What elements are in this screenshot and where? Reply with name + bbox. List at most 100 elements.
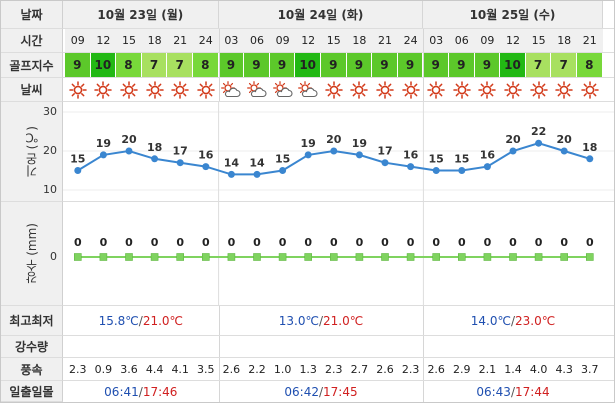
day-divider [423,336,425,357]
precip-axis-title: 강수 (mm) [25,223,39,284]
precipitation-cell [321,336,347,357]
minmax-label: 최고최저 [1,306,63,336]
temperature-point [458,167,466,174]
day-divider [218,29,220,52]
precipitation-label: 강수량 [1,336,63,358]
precip-value-label: 0 [228,236,236,249]
sun-icon [69,80,87,99]
time-cell: 09 [65,29,91,52]
precip-bar [150,253,159,261]
time-value: 09 [275,34,290,47]
time-cell: 18 [141,29,168,52]
partly-cloudy-icon [247,80,267,97]
day-divider [423,381,425,402]
min-temp: 14.0℃ [470,313,511,328]
golf-index-cell: 9 [397,53,424,77]
sunrise-sunset-row: 06:41/17:46 06:42/17:45 06:43/17:44 [63,381,614,402]
day-label: 10월 25일 (수) [469,8,556,22]
precipitation-cell [449,336,475,357]
time-value: 21 [173,34,188,47]
sun-icon [581,80,599,99]
wind-label: 풍속 [1,358,63,381]
golf-index-cell: 9 [244,53,270,77]
sunrise-time: 06:43 [476,384,511,399]
precip-bar [227,253,236,261]
wind-value: 2.3 [401,362,420,376]
precip-bar [560,253,569,261]
sun-icon [120,80,138,99]
wind-cell: 2.7 [347,358,373,380]
wind-value: 3.6 [120,362,138,376]
temperature-point [74,167,82,174]
precip-bar [176,253,184,261]
temperature-value-label: 15 [275,153,290,166]
minmax-cell: 14.0℃/23.0℃ [423,306,602,335]
weather-cell [551,78,577,101]
temperature-point [483,163,491,171]
precipitation-cell [244,336,270,357]
day-divider [423,78,425,101]
temperature-value-label: 16 [480,149,496,162]
temperature-value-label: 14 [224,156,240,169]
weather-cell [500,78,526,101]
precip-bar [509,253,517,261]
golf-index-value: 9 [73,58,82,72]
temperature-point [407,163,415,171]
wind-cell: 2.6 [372,358,398,380]
golf-index-value: 9 [277,58,287,72]
temperature-point [355,151,363,159]
sun-cell: 06:43/17:44 [423,381,602,402]
golf-index-cell: 10 [500,53,526,77]
sun-icon [376,80,394,99]
precip-bar [457,253,466,261]
golf-index-value: 9 [405,58,415,72]
golf-index-value: 7 [149,58,159,72]
precip-value-label: 0 [432,236,440,249]
precipitation-cell [167,336,193,357]
day-divider [218,358,220,380]
max-temp: 21.0℃ [323,313,364,328]
temperature-value-label: 16 [198,149,214,162]
precip-bar [585,253,594,261]
wind-cell: 3.5 [193,358,219,380]
temperature-value-label: 15 [70,153,85,166]
weather-cell [398,78,424,101]
day-header: 10월 25일 (수) [423,1,603,28]
day-divider [218,306,220,335]
time-value: 03 [224,34,239,47]
weather-cell [219,78,245,101]
wind-value: 0.9 [94,362,113,376]
wind-cell: 2.3 [65,358,91,380]
min-temp: 13.0℃ [278,313,319,328]
precip-bar [125,253,133,261]
golf-index-value: 7 [559,58,568,72]
precip-value-label: 0 [125,236,133,249]
precip-value-label: 0 [356,236,364,249]
precipitation-cell [142,336,168,357]
time-cell: 21 [167,29,193,52]
sun-icon [478,80,497,99]
precip-bar [74,253,82,261]
golf-index-value: 8 [124,58,133,72]
temperature-point [330,147,338,155]
temperature-chart-row: 15 19 20 18 17 16 14 14 15 19 20 19 17 16 15 15 16 20 22 20… [63,102,614,202]
wind-value: 4.0 [529,362,548,376]
wind-value: 4.3 [555,362,573,376]
temperature-point [535,139,543,147]
golf-index-value: 8 [201,58,210,72]
golf-index-value: 9 [329,58,338,72]
weather-cell [423,78,449,101]
minmax-cell: 15.8℃/21.0℃ [63,306,219,335]
day-divider [218,53,220,77]
date-label: 날짜 [1,1,63,29]
precip-value-label: 0 [509,236,517,249]
time-value: 18 [352,34,367,47]
time-cell: 18 [551,29,577,52]
time-label: 시간 [1,29,63,53]
precipitation-cell [219,336,245,357]
wind-cell: 2.3 [321,358,347,380]
temperature-point [560,147,568,155]
wind-cell: 3.6 [116,358,142,380]
sunset-time: 17:44 [515,384,550,399]
separator: / [138,313,143,328]
